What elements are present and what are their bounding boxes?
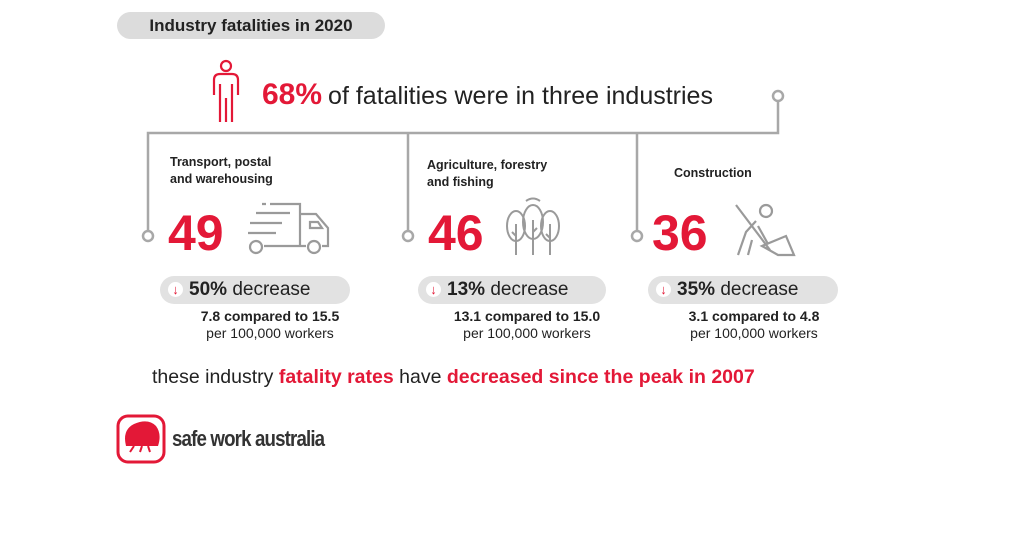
fatality-count: 49 <box>168 205 224 261</box>
construction-worker-icon <box>735 203 796 257</box>
title-badge: Industry fatalities in 2020 <box>117 12 385 39</box>
decrease-word: decrease <box>232 279 311 300</box>
decrease-word: decrease <box>720 279 799 300</box>
industry-name-line: Transport, postal <box>170 155 272 169</box>
rate-comparison: 3.1 compared to 4.8 per 100,000 workers <box>664 308 844 342</box>
fatality-count: 46 <box>428 205 484 261</box>
down-arrow-icon: ↓ <box>168 282 183 297</box>
down-arrow-icon: ↓ <box>656 282 671 297</box>
unit-text: per 100,000 workers <box>690 325 818 341</box>
industry-name-line: and fishing <box>427 175 494 189</box>
industry-name-line: and warehousing <box>170 172 273 186</box>
safe-work-australia-logo <box>116 414 166 464</box>
summary-part: these industry <box>152 366 274 388</box>
rate-comparison: 13.1 compared to 15.0 per 100,000 worker… <box>432 308 622 342</box>
decrease-badge: ↓ 50% decrease <box>160 276 350 304</box>
headline: 68% of fatalities were in three industrie… <box>262 78 713 112</box>
trees-icon <box>506 197 560 255</box>
industry-name: Agriculture, forestry and fishing <box>427 157 547 191</box>
summary-statement: these industry fatality rates have decre… <box>152 366 755 389</box>
unit-text: per 100,000 workers <box>463 325 591 341</box>
headline-text: of fatalities were in three industries <box>328 82 713 110</box>
decrease-percent: 13% <box>447 279 486 300</box>
summary-part: have <box>399 366 442 388</box>
fatality-count: 36 <box>652 205 708 261</box>
headline-percent: 68% <box>262 78 323 111</box>
industry-name: Transport, postal and warehousing <box>170 154 273 188</box>
rate-comparison: 7.8 compared to 15.5 per 100,000 workers <box>180 308 360 342</box>
decrease-badge: ↓ 35% decrease <box>648 276 838 304</box>
unit-text: per 100,000 workers <box>206 325 334 341</box>
person-icon <box>212 59 240 122</box>
brand-name: safe work australia <box>172 426 325 451</box>
decrease-percent: 35% <box>677 279 716 300</box>
down-arrow-icon: ↓ <box>426 282 441 297</box>
decrease-badge: ↓ 13% decrease <box>418 276 606 304</box>
industry-name: Construction <box>674 165 752 182</box>
decrease-percent: 50% <box>189 279 228 300</box>
industry-name-line: Agriculture, forestry <box>427 158 548 172</box>
truck-icon <box>248 202 330 255</box>
summary-highlight: fatality rates <box>278 366 394 388</box>
industry-name-line: Construction <box>674 166 752 180</box>
comparison-text: 3.1 compared to 4.8 <box>688 308 820 324</box>
comparison-text: 13.1 compared to 15.0 <box>453 308 601 324</box>
decrease-word: decrease <box>490 279 569 300</box>
comparison-text: 7.8 compared to 15.5 <box>200 308 340 324</box>
summary-highlight: decreased since the peak in 2007 <box>446 366 755 388</box>
